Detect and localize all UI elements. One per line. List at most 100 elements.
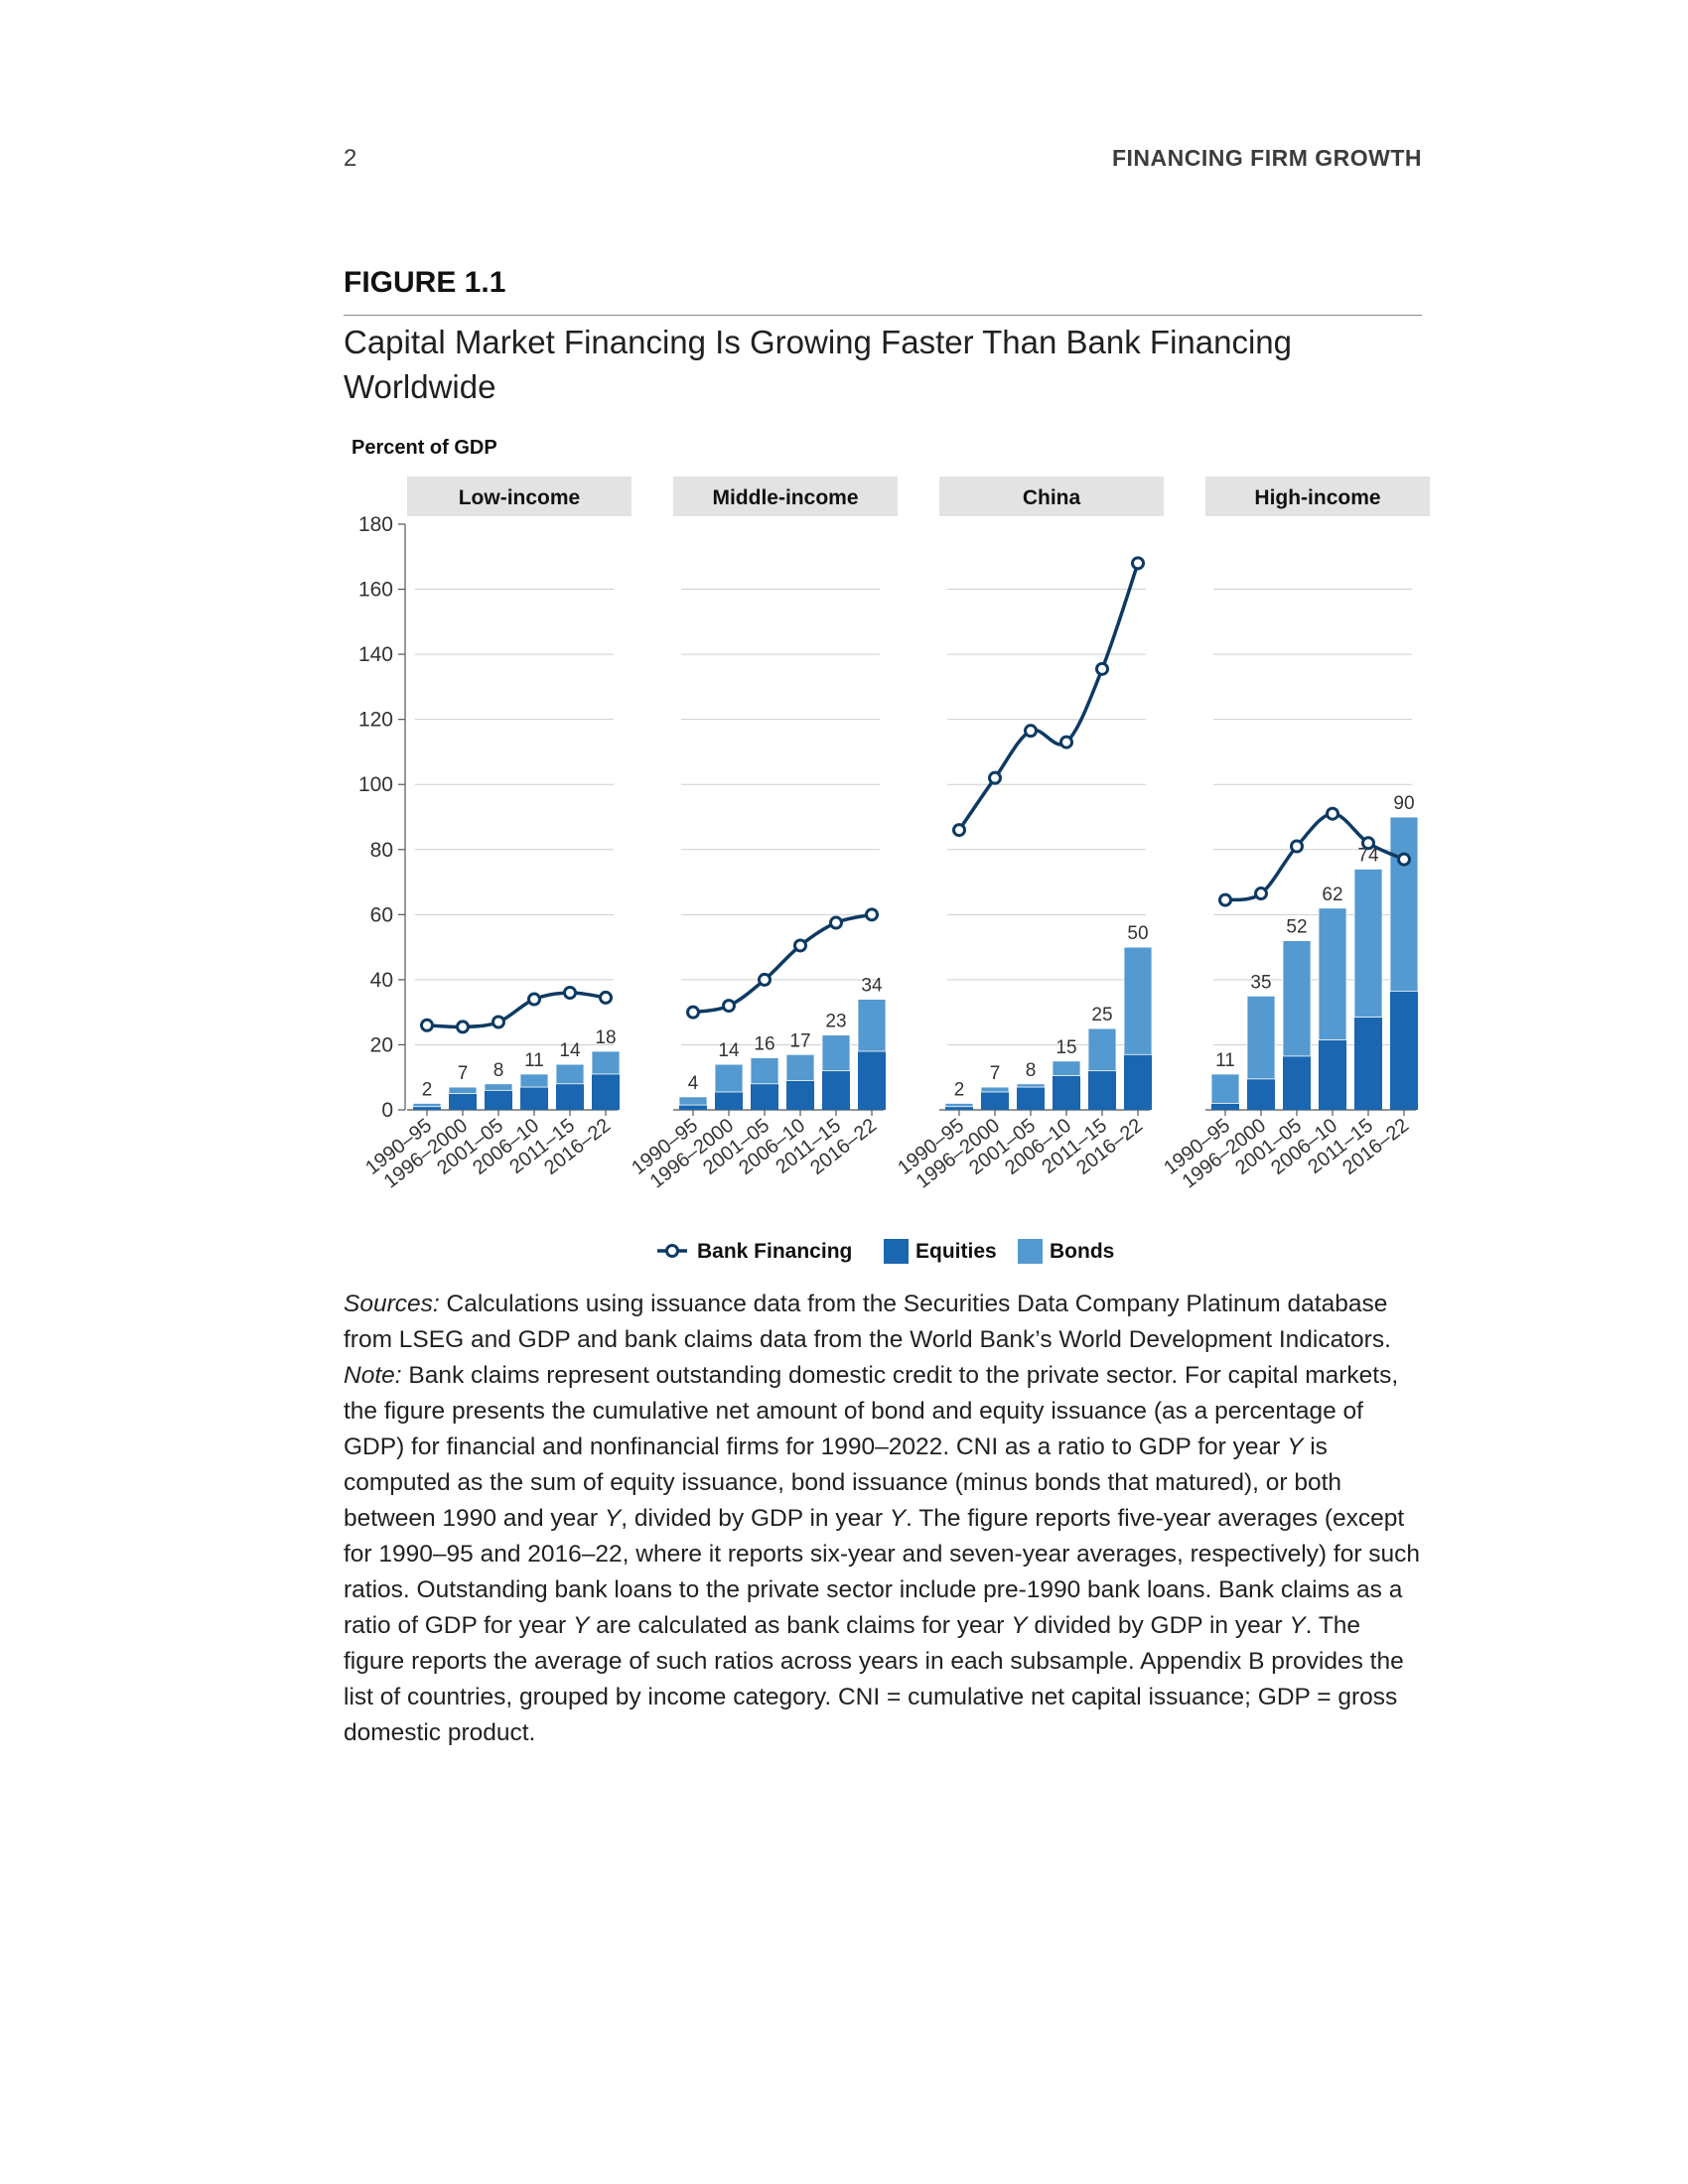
bar-total-label: 14 [559, 1040, 581, 1061]
note-var: Y [1289, 1612, 1306, 1639]
page-number: 2 [344, 145, 357, 172]
bar-equities [1354, 1017, 1382, 1110]
bar-equities [786, 1080, 814, 1110]
y-tick-label: 60 [370, 903, 393, 926]
bar-equities [1211, 1103, 1239, 1110]
bar-bonds [1353, 869, 1383, 1018]
bank-financing-point [1095, 661, 1109, 676]
bar-bonds [1389, 816, 1419, 992]
legend-swatch-bonds [1018, 1239, 1043, 1264]
bar-equities [751, 1083, 778, 1110]
panel-title: Middle-income [712, 486, 858, 509]
note-text: . The figure reports five-year averages … [344, 1505, 1421, 1639]
bar-total-label: 62 [1322, 885, 1342, 905]
panel-header [673, 477, 898, 516]
bank-financing-point [1361, 836, 1375, 851]
bank-financing-point [1397, 852, 1411, 867]
bank-financing-point [599, 990, 613, 1005]
note-text: . The figure reports the average of such… [344, 1612, 1404, 1746]
bar-total-label: 2 [954, 1079, 965, 1100]
bar-equities [945, 1106, 973, 1110]
bar-equities [1283, 1055, 1311, 1110]
bank-financing-point [988, 770, 1002, 785]
panel-title: China [1023, 486, 1081, 509]
legend-label-bonds: Bonds [1050, 1240, 1114, 1263]
bar-total-label: 7 [990, 1063, 1001, 1084]
sources-paragraph: Sources: Calculations using issuance dat… [344, 1287, 1428, 1358]
panel-header [939, 477, 1164, 516]
y-tick-label: 0 [381, 1099, 393, 1122]
bar-total-label: 16 [754, 1034, 774, 1055]
y-tick-label: 140 [358, 643, 393, 666]
y-tick-label: 20 [370, 1033, 393, 1056]
bar-equities [715, 1091, 743, 1110]
note-var: Y [889, 1505, 907, 1532]
bar-total-label: 74 [1357, 845, 1379, 866]
bank-financing-point [1218, 892, 1232, 907]
figure-rule [344, 315, 1422, 316]
bank-financing-point [952, 823, 966, 838]
panel-title: High-income [1254, 486, 1380, 509]
bar-equities [449, 1093, 477, 1110]
note-text: is computed as the sum of equity issuanc… [344, 1433, 1342, 1532]
bar-bonds [448, 1086, 478, 1095]
bar-bonds [519, 1073, 549, 1088]
bank-financing-point [686, 1005, 700, 1020]
bank-financing-point [1290, 839, 1304, 854]
bank-financing-line [692, 912, 873, 1015]
bar-total-label: 17 [789, 1030, 810, 1051]
bar-bonds [1210, 1073, 1240, 1104]
bank-financing-point [527, 992, 541, 1007]
panel-header [407, 477, 632, 516]
bar-bonds [980, 1086, 1010, 1093]
note-var: Y [604, 1505, 622, 1532]
bar-bonds [1282, 940, 1312, 1057]
bar-total-label: 52 [1286, 917, 1307, 938]
bar-bonds [1052, 1060, 1081, 1076]
figure-label: FIGURE 1.1 [344, 266, 506, 299]
bank-financing-point [1254, 887, 1268, 901]
bar-bonds [857, 999, 887, 1052]
bank-financing-point [1059, 735, 1073, 750]
figure-notes: Sources: Calculations using issuance dat… [344, 1287, 1428, 1751]
bar-equities [1124, 1054, 1152, 1110]
bar-equities [1247, 1078, 1275, 1110]
panel-high-income: High-income1135526274901990–951996–20002… [1160, 477, 1430, 1193]
bar-bonds [785, 1053, 815, 1081]
bank-financing-point [793, 938, 807, 953]
bar-bonds [678, 1096, 708, 1106]
bank-financing-point [865, 907, 879, 922]
bank-financing-point [563, 986, 577, 1000]
note-text: divided by GDP in year [1027, 1612, 1290, 1639]
note-text: , divided by GDP in year [621, 1505, 890, 1532]
y-tick-label: 80 [370, 839, 393, 862]
bar-equities [858, 1051, 886, 1110]
y-tick-label: 40 [370, 969, 393, 992]
bar-equities [679, 1105, 707, 1110]
bar-bonds [1123, 946, 1153, 1055]
bar-total-label: 90 [1393, 793, 1414, 814]
legend-marker-icon [665, 1244, 679, 1258]
bar-equities [1017, 1087, 1045, 1110]
panel-header [1205, 477, 1430, 516]
bar-total-label: 15 [1055, 1037, 1076, 1058]
bank-financing-point [722, 999, 736, 1014]
bar-bonds [714, 1063, 744, 1093]
bank-financing-point [492, 1015, 505, 1029]
bar-total-label: 50 [1127, 923, 1148, 944]
legend-label-equities: Equities [915, 1240, 997, 1263]
bank-financing-point [420, 1018, 434, 1032]
bar-bonds [1246, 995, 1276, 1080]
bar-equities [556, 1083, 584, 1110]
sources-label: Sources: [344, 1291, 440, 1317]
bank-financing-point [829, 915, 843, 930]
bank-financing-point [1024, 724, 1038, 739]
bar-bonds [484, 1083, 513, 1091]
bar-total-label: 8 [493, 1060, 504, 1081]
panel-title: Low-income [459, 486, 581, 509]
bar-bonds [1318, 907, 1347, 1040]
bar-equities [981, 1091, 1009, 1110]
bar-bonds [821, 1034, 851, 1072]
note-var: Y [1287, 1433, 1304, 1460]
bar-equities [1319, 1039, 1346, 1110]
